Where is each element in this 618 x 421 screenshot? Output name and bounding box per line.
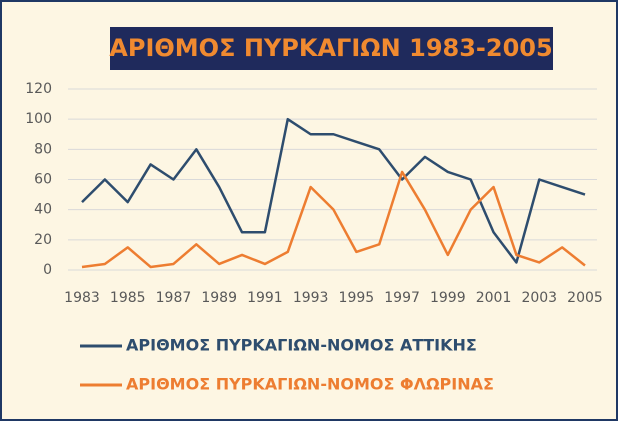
chart-title: ΑΡΙΘΜΟΣ ΠΥΡΚΑΓΙΩΝ 1983-2005 <box>109 34 552 62</box>
series-line <box>81 170 586 269</box>
legend-label: ΑΡΙΘΜΟΣ ΠΥΡΚΑΓΙΩΝ-ΝΟΜΟΣ ΦΛΩΡΙΝΑΣ <box>126 375 494 394</box>
y-tick-label: 120 <box>25 81 52 97</box>
x-tick-label: 1993 <box>293 290 329 306</box>
x-tick-label: 2001 <box>476 290 512 306</box>
y-tick-label: 60 <box>34 172 52 188</box>
legend-label: ΑΡΙΘΜΟΣ ΠΥΡΚΑΓΙΩΝ-ΝΟΜΟΣ ΑΤΤΙΚΗΣ <box>126 336 477 355</box>
x-tick-label: 2005 <box>567 290 603 306</box>
x-tick-label: 1987 <box>156 290 192 306</box>
x-tick-label: 1985 <box>110 290 146 306</box>
x-tick-label: 1997 <box>384 290 420 306</box>
x-tick-label: 1995 <box>339 290 375 306</box>
x-tick-label: 1989 <box>201 290 237 306</box>
series-line <box>81 117 586 264</box>
y-tick-label: 0 <box>43 262 52 278</box>
x-tick-label: 1999 <box>430 290 466 306</box>
x-tick-label: 2003 <box>521 290 557 306</box>
y-tick-label: 80 <box>34 141 52 157</box>
y-tick-label: 20 <box>34 232 52 248</box>
x-tick-label: 1991 <box>247 290 283 306</box>
x-tick-label: 1983 <box>64 290 100 306</box>
title-box <box>110 27 553 70</box>
y-tick-label: 40 <box>34 202 52 218</box>
y-tick-label: 100 <box>25 111 52 127</box>
